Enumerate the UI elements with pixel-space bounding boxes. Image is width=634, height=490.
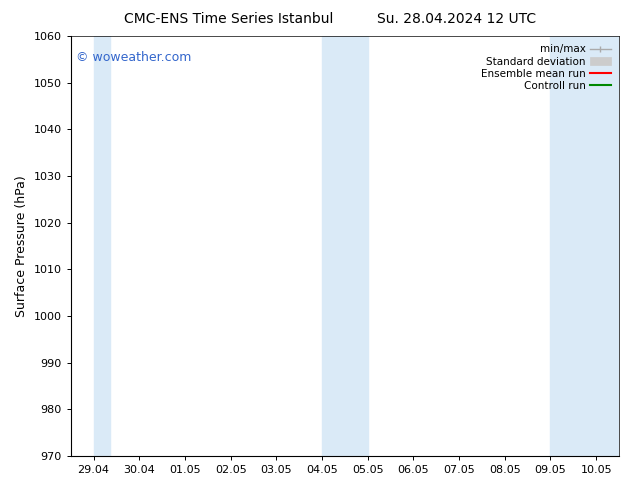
Bar: [322, 36, 368, 456]
Bar: [94, 36, 110, 456]
Bar: [550, 36, 619, 456]
Legend: min/max, Standard deviation, Ensemble mean run, Controll run: min/max, Standard deviation, Ensemble me…: [478, 41, 614, 94]
Text: CMC-ENS Time Series Istanbul: CMC-ENS Time Series Istanbul: [124, 12, 333, 26]
Y-axis label: Surface Pressure (hPa): Surface Pressure (hPa): [15, 175, 28, 317]
Text: Su. 28.04.2024 12 UTC: Su. 28.04.2024 12 UTC: [377, 12, 536, 26]
Text: © woweather.com: © woweather.com: [76, 51, 191, 64]
